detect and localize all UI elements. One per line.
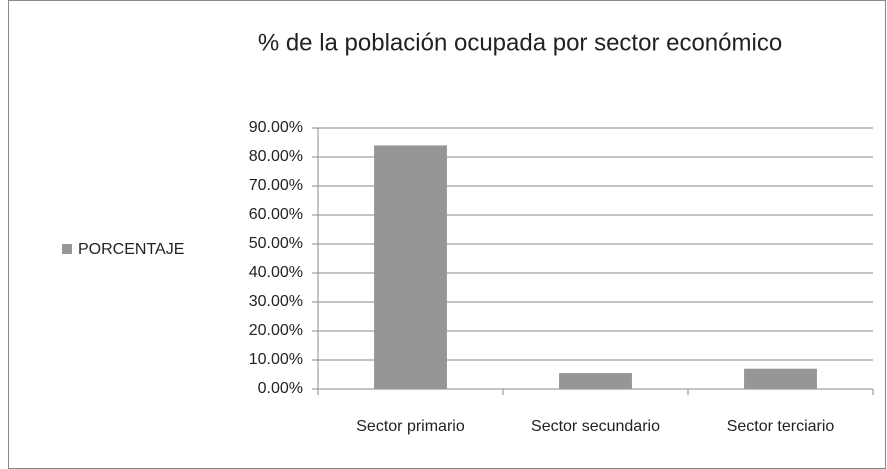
bar [374, 145, 447, 389]
y-tick-label: 20.00% [249, 322, 303, 339]
y-tick-label: 70.00% [249, 177, 303, 194]
y-tick-label: 60.00% [249, 206, 303, 223]
y-tick-label: 80.00% [249, 148, 303, 165]
bar [744, 368, 817, 389]
x-tick-label: Sector terciario [727, 418, 835, 435]
y-tick-label: 30.00% [249, 293, 303, 310]
chart-title: % de la población ocupada por sector eco… [258, 29, 782, 56]
x-tick-label: Sector primario [356, 418, 465, 435]
chart-frame [8, 0, 886, 469]
y-tick-label: 90.00% [249, 119, 303, 136]
y-tick-label: 0.00% [258, 380, 303, 397]
x-tick-label: Sector secundario [531, 418, 660, 435]
y-tick-label: 40.00% [249, 264, 303, 281]
y-tick-label: 10.00% [249, 351, 303, 368]
legend-swatch [62, 244, 72, 254]
y-tick-label: 50.00% [249, 235, 303, 252]
bar [559, 373, 632, 389]
legend-label: PORCENTAJE [78, 241, 184, 258]
